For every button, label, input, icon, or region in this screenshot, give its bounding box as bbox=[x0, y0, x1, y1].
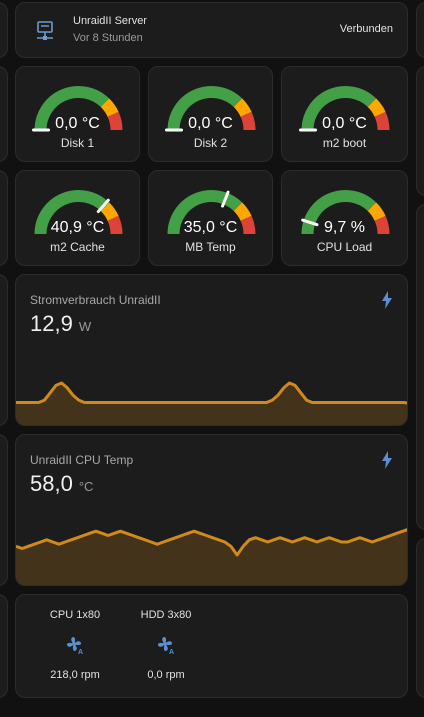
left-column-card-edge bbox=[0, 434, 8, 586]
server-title: UnraidII Server bbox=[73, 15, 147, 27]
gauge-arc-orange bbox=[100, 202, 119, 222]
gauge-card-cpu-load[interactable]: 9,7 % CPU Load bbox=[281, 170, 408, 266]
gauge-arc-red bbox=[374, 215, 390, 235]
sensor-value-line: 58,0 °C bbox=[30, 471, 93, 497]
gauge-needle bbox=[301, 218, 319, 227]
gauge-arc-red bbox=[374, 111, 390, 131]
gauge-value: 0,0 °C bbox=[188, 115, 233, 132]
graph-line bbox=[16, 528, 407, 557]
server-status-value: Verbunden bbox=[339, 23, 393, 35]
gauge-arc-green bbox=[167, 190, 243, 235]
gauge-dial bbox=[167, 190, 256, 235]
gauge-arc-orange bbox=[233, 98, 252, 118]
gauge-arc-green bbox=[167, 86, 243, 131]
right-column-card-edge bbox=[416, 204, 424, 530]
left-column-card-edge bbox=[0, 170, 8, 266]
svg-text:A: A bbox=[78, 649, 83, 655]
gauge-label: MB Temp bbox=[185, 240, 236, 254]
left-column-card-edge bbox=[0, 66, 8, 162]
fan-name: CPU 1x80 bbox=[49, 609, 101, 621]
gauge-card-mb-temp[interactable]: 35,0 °C MB Temp bbox=[148, 170, 273, 266]
fan-entity-hdd[interactable]: HDD 3x80 A 0,0 rpm bbox=[121, 609, 211, 681]
gauge-card-m2-boot[interactable]: 0,0 °C m2 boot bbox=[281, 66, 408, 162]
left-column-card-edge bbox=[0, 2, 8, 58]
sensor-name: UnraidII CPU Temp bbox=[30, 453, 134, 467]
sensor-value: 12,9 bbox=[30, 311, 73, 336]
sensor-value: 58,0 bbox=[30, 471, 73, 496]
sensor-value-line: 12,9 W bbox=[30, 311, 91, 337]
right-column-card-edge bbox=[416, 66, 424, 196]
gauge-card-m2-cache[interactable]: 40,9 °C m2 Cache bbox=[15, 170, 140, 266]
gauge-label: Disk 1 bbox=[60, 136, 95, 150]
right-column-card-edge bbox=[416, 538, 424, 698]
fan-rpm: 0,0 rpm bbox=[147, 669, 185, 681]
gauge-card-disk-2[interactable]: 0,0 °C Disk 2 bbox=[148, 66, 273, 162]
gauge-arc-red bbox=[240, 111, 256, 131]
gauge-dial bbox=[32, 86, 123, 132]
gauge-arc-red bbox=[240, 215, 256, 235]
right-column-card-edge bbox=[416, 2, 424, 58]
gauge-needle bbox=[96, 198, 110, 213]
fan-entity-cpu[interactable]: CPU 1x80 A 218,0 rpm bbox=[30, 609, 120, 681]
fans-card: CPU 1x80 A 218,0 rpm HDD 3x80 bbox=[15, 594, 408, 698]
gauge-needle bbox=[221, 190, 230, 208]
graph-line bbox=[16, 381, 407, 405]
sensor-card-cpu-temp[interactable]: UnraidII CPU Temp 58,0 °C bbox=[15, 434, 408, 586]
fan-rpm: 218,0 rpm bbox=[50, 669, 100, 681]
sensor-unit: °C bbox=[78, 479, 94, 494]
fan-name: HDD 3x80 bbox=[140, 609, 192, 621]
gauge-arc-orange bbox=[367, 202, 386, 222]
gauge-value: 9,7 % bbox=[324, 219, 365, 236]
server-status-card[interactable]: UnraidII Server Vor 8 Stunden Verbunden bbox=[15, 2, 408, 58]
power-history-graph bbox=[16, 381, 407, 425]
gauge-value: 35,0 °C bbox=[183, 219, 238, 236]
gauge-arc-orange bbox=[367, 98, 386, 118]
left-column-card-edge bbox=[0, 594, 8, 698]
gauge-arc-orange bbox=[100, 98, 119, 118]
gauge-label: m2 Cache bbox=[50, 240, 105, 254]
gauge-label: Disk 2 bbox=[193, 136, 228, 150]
sensor-card-power[interactable]: Stromverbrauch UnraidII 12,9 W bbox=[15, 274, 408, 426]
gauge-label: CPU Load bbox=[316, 240, 373, 254]
gauge-arc-orange bbox=[233, 202, 252, 222]
gauge-value: 0,0 °C bbox=[55, 115, 100, 132]
gauge-arc-green bbox=[301, 86, 377, 131]
fan-auto-icon: A bbox=[30, 635, 120, 656]
gauge-label: m2 boot bbox=[322, 136, 367, 150]
gauge-dial bbox=[165, 86, 256, 132]
gauge-arc-green bbox=[34, 86, 110, 131]
gauge-card-disk-1[interactable]: 0,0 °C Disk 1 bbox=[15, 66, 140, 162]
cpu-temp-history-graph bbox=[16, 528, 407, 585]
gauge-arc-red bbox=[107, 111, 123, 131]
sensor-unit: W bbox=[78, 319, 92, 334]
server-last-changed: Vor 8 Stunden bbox=[73, 32, 143, 44]
gauge-arc-green bbox=[34, 190, 110, 235]
sensor-name: Stromverbrauch UnraidII bbox=[30, 293, 161, 307]
fan-auto-icon: A bbox=[121, 635, 211, 656]
gauge-arc-red bbox=[107, 215, 123, 235]
gauge-value: 40,9 °C bbox=[50, 219, 105, 236]
graph-area bbox=[16, 529, 407, 585]
gauge-dial bbox=[299, 86, 390, 132]
lightning-bolt-icon bbox=[381, 451, 393, 474]
lightning-bolt-icon bbox=[381, 291, 393, 314]
left-column-card-edge bbox=[0, 274, 8, 426]
svg-text:A: A bbox=[169, 649, 174, 655]
gauge-value: 0,0 °C bbox=[322, 115, 367, 132]
gauge-dial bbox=[34, 190, 123, 235]
gauge-dial bbox=[301, 190, 390, 235]
server-network-icon bbox=[36, 21, 54, 46]
